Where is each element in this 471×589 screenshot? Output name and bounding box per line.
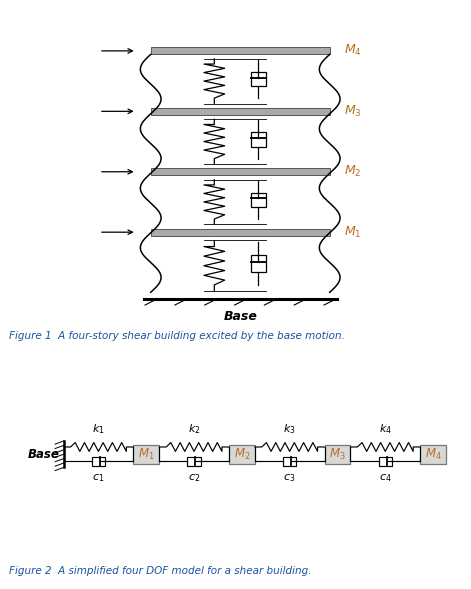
Bar bbox=[251, 72, 266, 86]
Bar bbox=[229, 445, 255, 464]
Text: $M_2$: $M_2$ bbox=[344, 164, 361, 179]
Text: $k_2$: $k_2$ bbox=[188, 422, 200, 436]
Bar bbox=[379, 457, 392, 466]
Text: $c_2$: $c_2$ bbox=[188, 472, 200, 484]
Text: Base: Base bbox=[28, 448, 60, 461]
Text: $M_2$: $M_2$ bbox=[234, 446, 250, 462]
Bar bbox=[251, 193, 266, 207]
Text: $M_1$: $M_1$ bbox=[138, 446, 154, 462]
Bar bbox=[187, 457, 201, 466]
Text: $M_4$: $M_4$ bbox=[425, 446, 441, 462]
Text: $c_3$: $c_3$ bbox=[284, 472, 296, 484]
Text: $k_4$: $k_4$ bbox=[379, 422, 392, 436]
Text: $k_3$: $k_3$ bbox=[284, 422, 296, 436]
Text: $M_1$: $M_1$ bbox=[344, 224, 361, 240]
Text: $M_4$: $M_4$ bbox=[344, 44, 362, 58]
Text: $c_1$: $c_1$ bbox=[92, 472, 105, 484]
Text: Figure 2  A simplified four DOF model for a shear building.: Figure 2 A simplified four DOF model for… bbox=[9, 566, 312, 576]
Text: $c_4$: $c_4$ bbox=[379, 472, 391, 484]
Bar bbox=[325, 445, 350, 464]
Text: Figure 1  A four-story shear building excited by the base motion.: Figure 1 A four-story shear building exc… bbox=[9, 331, 345, 341]
Text: $k_1$: $k_1$ bbox=[92, 422, 105, 436]
Bar bbox=[92, 457, 105, 466]
Bar bbox=[151, 229, 330, 236]
Bar bbox=[251, 132, 266, 147]
Bar bbox=[420, 445, 446, 464]
Bar bbox=[151, 168, 330, 176]
Bar bbox=[283, 457, 296, 466]
Bar bbox=[133, 445, 159, 464]
Bar bbox=[151, 47, 330, 54]
Text: $M_3$: $M_3$ bbox=[329, 446, 346, 462]
Text: Base: Base bbox=[223, 310, 257, 323]
Text: $M_3$: $M_3$ bbox=[344, 104, 361, 119]
Bar bbox=[251, 255, 266, 272]
Bar bbox=[151, 108, 330, 115]
